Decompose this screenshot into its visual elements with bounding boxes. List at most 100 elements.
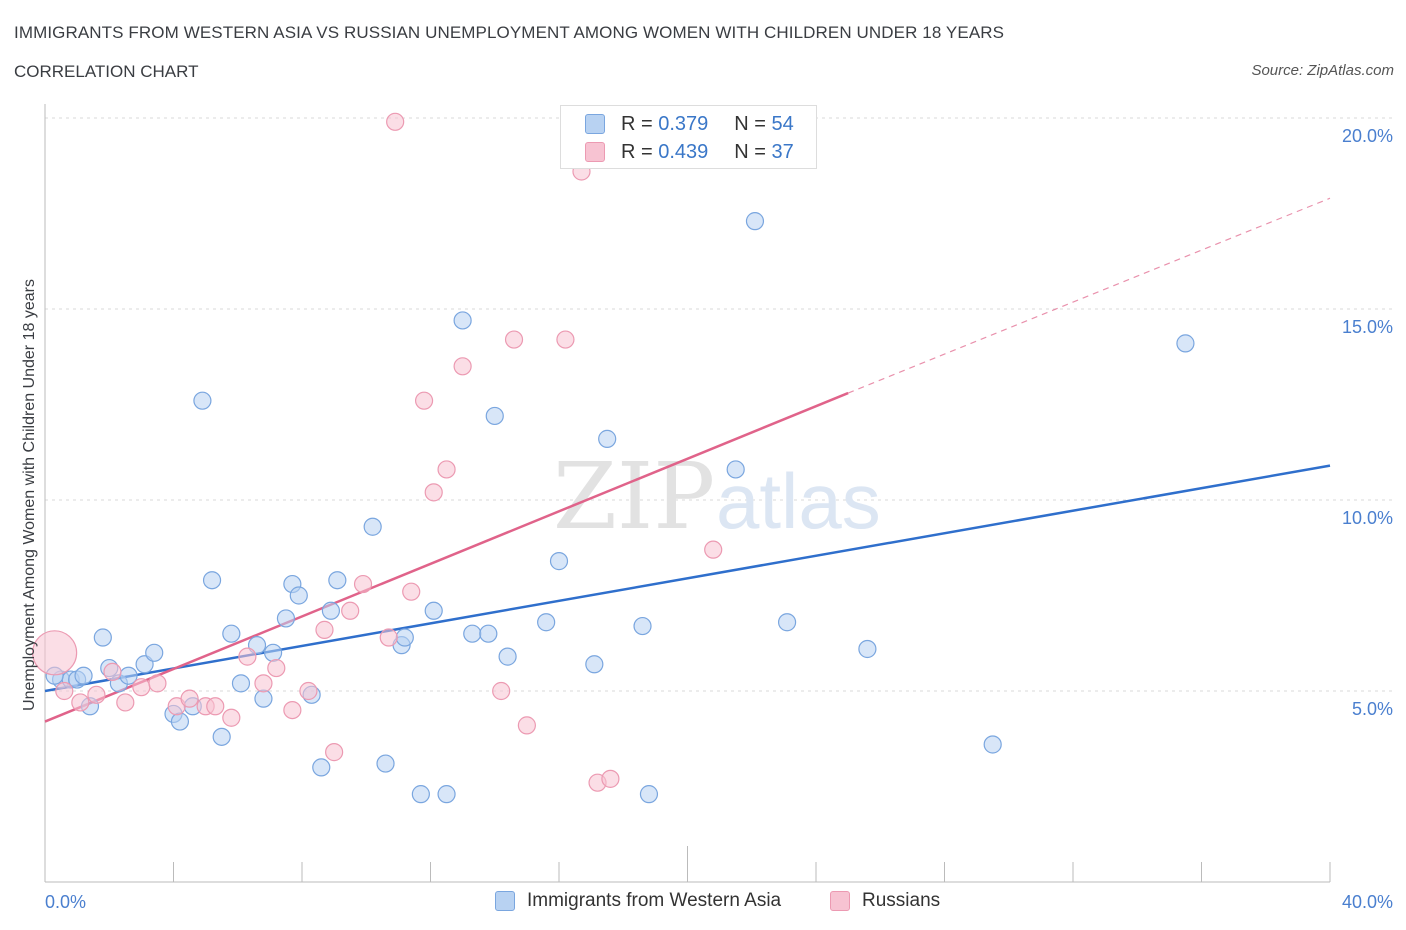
correlation-legend: R = 0.379 N = 54 R = 0.439 N = 37 xyxy=(560,105,817,169)
chart-subtitle: CORRELATION CHART xyxy=(14,62,199,81)
point-russians xyxy=(353,574,373,594)
legend-swatch-pink xyxy=(830,891,850,911)
point-western-asia xyxy=(411,785,430,804)
point-russians xyxy=(267,658,286,678)
point-western-asia xyxy=(633,616,652,636)
x-tick-label: 40.0% xyxy=(1342,892,1393,912)
point-western-asia xyxy=(376,754,395,773)
series-western-asia-points xyxy=(45,212,1195,804)
point-western-asia xyxy=(254,689,273,708)
point-western-asia xyxy=(395,628,414,647)
point-western-asia xyxy=(170,712,190,731)
legend-item-western-asia: Immigrants from Western Asia xyxy=(495,890,781,912)
legend-swatch-blue xyxy=(585,114,605,134)
point-western-asia xyxy=(549,552,569,571)
y-tick-label: 10.0% xyxy=(1342,508,1393,528)
point-russians xyxy=(299,681,318,701)
point-western-asia xyxy=(202,571,222,590)
point-western-asia xyxy=(321,601,341,620)
point-russians xyxy=(504,330,524,349)
tick-labels: 5.0% 10.0% 15.0% 20.0% 0.0% 40.0% xyxy=(45,126,1393,912)
point-western-asia xyxy=(289,586,308,605)
watermark: ZIP atlas xyxy=(553,443,881,550)
point-russians xyxy=(32,630,78,676)
point-russians xyxy=(704,540,723,559)
point-western-asia xyxy=(437,785,456,804)
point-western-asia xyxy=(231,674,251,693)
point-russians xyxy=(148,674,167,693)
y-axis-label: Unemployment Among Women with Children U… xyxy=(21,279,38,711)
watermark-zip: ZIP xyxy=(553,443,715,550)
point-western-asia xyxy=(74,666,93,685)
point-russians xyxy=(222,708,241,727)
point-western-asia xyxy=(485,406,504,426)
point-russians xyxy=(424,483,443,502)
point-western-asia xyxy=(745,212,765,231)
point-russians xyxy=(116,693,135,712)
point-western-asia xyxy=(193,391,212,410)
grid-lines xyxy=(45,117,1392,692)
point-western-asia xyxy=(479,624,498,643)
legend-row-russians: R = 0.439 N = 37 xyxy=(585,139,794,165)
series-russians-points xyxy=(32,112,723,792)
point-western-asia xyxy=(212,727,231,746)
legend-n-label: N = xyxy=(734,112,772,135)
point-western-asia xyxy=(363,517,382,536)
axes xyxy=(44,104,1331,883)
legend-r-label: R = xyxy=(621,112,659,135)
point-russians xyxy=(132,678,151,697)
point-russians xyxy=(55,681,74,701)
point-western-asia xyxy=(858,639,877,659)
point-western-asia xyxy=(328,571,347,590)
point-russians xyxy=(254,674,273,693)
chart-title: IMMIGRANTS FROM WESTERN ASIA VS RUSSIAN … xyxy=(14,23,1005,42)
point-western-asia xyxy=(453,311,472,330)
point-russians xyxy=(238,647,257,666)
point-russians xyxy=(437,460,456,479)
point-russians xyxy=(283,700,302,720)
source-credit: Source: ZipAtlas.com xyxy=(1251,62,1394,79)
y-tick-label: 5.0% xyxy=(1352,699,1393,719)
point-russians xyxy=(206,697,225,716)
point-russians xyxy=(315,620,334,639)
point-russians xyxy=(325,743,344,762)
legend-swatch-blue xyxy=(495,891,515,911)
legend-item-russians: Russians xyxy=(830,890,940,912)
y-tick-label: 20.0% xyxy=(1342,126,1393,146)
point-western-asia xyxy=(726,460,745,479)
point-russians xyxy=(492,681,511,701)
trend-line-russians-extension xyxy=(847,197,1331,394)
point-russians xyxy=(103,662,122,682)
point-russians xyxy=(87,685,106,704)
legend-r-label: R = xyxy=(621,140,659,163)
point-western-asia xyxy=(276,609,296,628)
series-legend: Immigrants from Western Asia Russians xyxy=(0,890,1406,916)
legend-n-value: 37 xyxy=(771,140,794,163)
point-western-asia xyxy=(424,601,443,620)
legend-swatch-pink xyxy=(585,142,605,162)
point-western-asia xyxy=(777,613,797,632)
point-russians xyxy=(341,601,360,620)
point-russians xyxy=(556,330,575,349)
point-western-asia xyxy=(585,655,604,674)
legend-r-value: 0.439 xyxy=(658,140,709,163)
legend-n-value: 54 xyxy=(771,112,794,135)
point-western-asia xyxy=(537,613,556,632)
point-western-asia xyxy=(639,785,659,804)
point-russians xyxy=(453,357,472,376)
point-russians xyxy=(402,582,421,601)
point-western-asia xyxy=(498,647,517,666)
point-western-asia xyxy=(93,628,112,647)
point-russians xyxy=(180,689,199,708)
legend-r-value: 0.379 xyxy=(658,112,709,135)
point-western-asia xyxy=(263,643,283,662)
x-tick-label: 0.0% xyxy=(45,892,86,912)
legend-label-russians: Russians xyxy=(862,890,941,911)
point-russians xyxy=(414,391,434,410)
y-tick-label: 15.0% xyxy=(1342,317,1393,337)
legend-n-label: N = xyxy=(734,140,772,163)
point-western-asia xyxy=(222,624,241,643)
point-russians xyxy=(379,628,398,647)
point-western-asia xyxy=(463,624,482,643)
